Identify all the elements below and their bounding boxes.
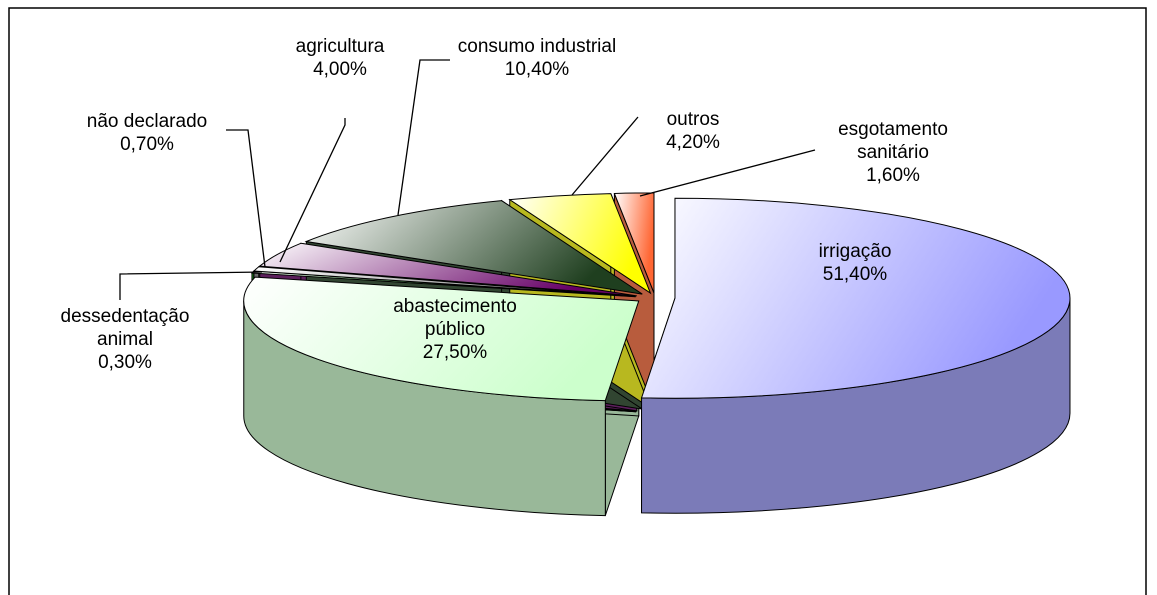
- slice: [304, 200, 643, 295]
- value-label: 10,40%: [504, 59, 570, 80]
- data-label: abastecimento público 27,50%: [370, 295, 540, 364]
- category-label: dessedentação animal: [60, 306, 190, 350]
- value-label: 1,60%: [866, 165, 920, 186]
- category-label: abastecimento público: [393, 296, 517, 340]
- value-label: 4,20%: [666, 132, 720, 153]
- value-label: 4,00%: [313, 59, 367, 80]
- data-label: consumo industrial 10,40%: [417, 35, 657, 81]
- value-label: 51,40%: [822, 264, 888, 285]
- category-label: esgotamento sanitário: [838, 119, 948, 163]
- leader-line: [119, 271, 263, 300]
- leader-line: [279, 118, 346, 263]
- leader-line: [226, 129, 266, 268]
- category-label: irrigação: [818, 241, 892, 262]
- chart-frame: [8, 7, 1147, 595]
- data-label: dessedentação animal 0,30%: [40, 305, 210, 374]
- leader-line: [639, 149, 816, 197]
- data-label: outros 4,20%: [633, 108, 753, 154]
- data-label: não declarado 0,70%: [47, 110, 247, 156]
- slice: [258, 242, 637, 297]
- slice: [508, 193, 652, 295]
- category-label: não declarado: [86, 111, 208, 132]
- value-label: 0,30%: [98, 352, 152, 373]
- value-label: 27,50%: [422, 342, 488, 363]
- category-label: consumo industrial: [457, 36, 617, 57]
- slice: [252, 266, 636, 298]
- leader-line: [397, 59, 450, 216]
- slice: [640, 197, 1071, 399]
- slice: [243, 276, 640, 402]
- category-label: outros: [666, 109, 720, 130]
- value-label: 0,70%: [120, 134, 174, 155]
- leader-line: [571, 116, 639, 196]
- data-label: agricultura 4,00%: [270, 35, 410, 81]
- category-label: agricultura: [295, 36, 385, 57]
- data-label: esgotamento sanitário 1,60%: [813, 118, 973, 187]
- data-label: irrigação 51,40%: [755, 240, 955, 286]
